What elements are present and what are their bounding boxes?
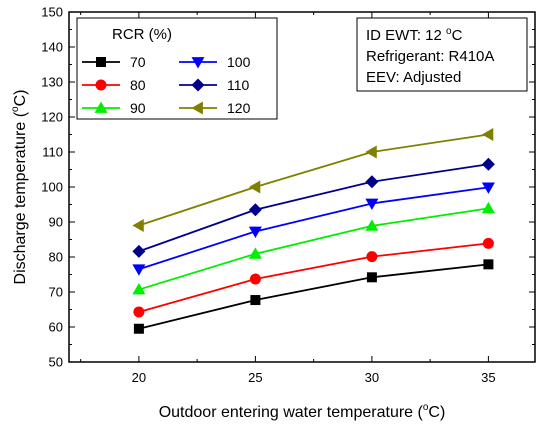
series-line-80 xyxy=(138,242,489,313)
legend-item-110: 110 xyxy=(179,77,250,93)
series-90 xyxy=(132,201,495,295)
data-point-100 xyxy=(481,182,495,194)
series-70 xyxy=(133,259,494,334)
data-point-70 xyxy=(250,295,261,306)
legend-title: RCR (%) xyxy=(112,26,172,43)
series-80 xyxy=(133,237,494,318)
x-tick-label: 25 xyxy=(248,370,262,385)
legend-label: 110 xyxy=(227,77,250,93)
y-tick-label: 110 xyxy=(42,145,63,160)
x-tick-label: 30 xyxy=(365,370,379,385)
series-line-70 xyxy=(138,263,489,330)
series-100 xyxy=(132,182,495,276)
y-tick-label: 70 xyxy=(49,285,63,300)
data-point-110 xyxy=(132,244,146,258)
data-point-90 xyxy=(248,247,262,259)
data-point-70 xyxy=(366,272,377,283)
data-point-120 xyxy=(365,145,377,159)
y-tick-label: 50 xyxy=(49,355,63,370)
x-tick-label: 20 xyxy=(132,370,146,385)
data-point-80 xyxy=(249,273,261,285)
legend-swatch-marker xyxy=(191,101,203,115)
y-tick-label: 140 xyxy=(41,40,63,55)
x-axis-title: Outdoor entering water temperature (oC) xyxy=(159,402,446,421)
data-point-70 xyxy=(133,323,144,334)
series-110 xyxy=(132,157,495,258)
legend-item-120: 120 xyxy=(179,100,251,116)
series-120 xyxy=(132,128,494,232)
legend-swatch-marker xyxy=(191,78,205,92)
x-tick-label: 35 xyxy=(481,370,495,385)
series-line-110 xyxy=(138,163,489,253)
tick-labels: 50 60 70 80 90 100 110 120 130 140 150 20 25 30 35 xyxy=(41,5,495,386)
legend-swatch-marker xyxy=(94,101,108,113)
data-point-90 xyxy=(132,283,146,295)
y-tick-label: 120 xyxy=(41,110,63,125)
info-refrigerant: Refrigerant: R410A xyxy=(366,48,494,65)
legend-swatch-marker xyxy=(95,79,107,91)
y-tick-label: 90 xyxy=(49,215,63,230)
series-line-90 xyxy=(138,207,489,291)
legend-label: 120 xyxy=(227,100,251,116)
plot-frame xyxy=(68,11,536,363)
data-point-90 xyxy=(365,219,379,231)
legend: RCR (%) 70 80 90 100 110 120 xyxy=(76,17,278,120)
data-point-90 xyxy=(481,201,495,214)
y-tick-label: 60 xyxy=(49,320,63,335)
data-point-80 xyxy=(133,306,145,318)
data-point-100 xyxy=(365,198,379,210)
data-point-120 xyxy=(248,180,261,194)
legend-box xyxy=(76,17,278,120)
legend-label: 90 xyxy=(130,100,146,116)
y-tick-label: 100 xyxy=(41,180,63,195)
y-axis-title: Discharge temperature (oC) xyxy=(10,90,29,285)
legend-item-90: 90 xyxy=(82,100,146,116)
y-tick-label: 130 xyxy=(41,75,63,90)
data-point-80 xyxy=(482,237,494,249)
info-ewt: ID EWT: 12 oC xyxy=(366,26,463,44)
legend-label: 70 xyxy=(130,54,146,70)
legend-swatch-marker xyxy=(96,57,106,67)
legend-item-80: 80 xyxy=(82,77,146,93)
y-tick-label: 80 xyxy=(49,250,63,265)
info-box: ID EWT: 12 oC Refrigerant: R410A EEV: Ad… xyxy=(356,17,528,92)
data-point-100 xyxy=(248,226,262,238)
info-eev: EEV: Adjusted xyxy=(366,69,461,86)
legend-label: 80 xyxy=(130,77,146,93)
data-point-110 xyxy=(365,175,379,189)
series-line-100 xyxy=(138,186,489,271)
legend-item-100: 100 xyxy=(179,54,251,70)
legend-label: 100 xyxy=(227,54,251,70)
legend-swatch-marker xyxy=(191,57,205,69)
data-point-100 xyxy=(132,264,146,276)
data-point-70 xyxy=(483,259,494,270)
info-box-frame xyxy=(356,17,528,92)
y-tick-label: 150 xyxy=(41,5,63,20)
data-point-120 xyxy=(481,128,494,141)
data-point-110 xyxy=(248,203,262,217)
series-layer xyxy=(132,128,495,334)
data-point-80 xyxy=(366,251,378,263)
series-line-120 xyxy=(138,133,489,227)
data-point-110 xyxy=(481,157,495,171)
data-point-120 xyxy=(132,219,144,232)
legend-item-70: 70 xyxy=(82,54,146,70)
